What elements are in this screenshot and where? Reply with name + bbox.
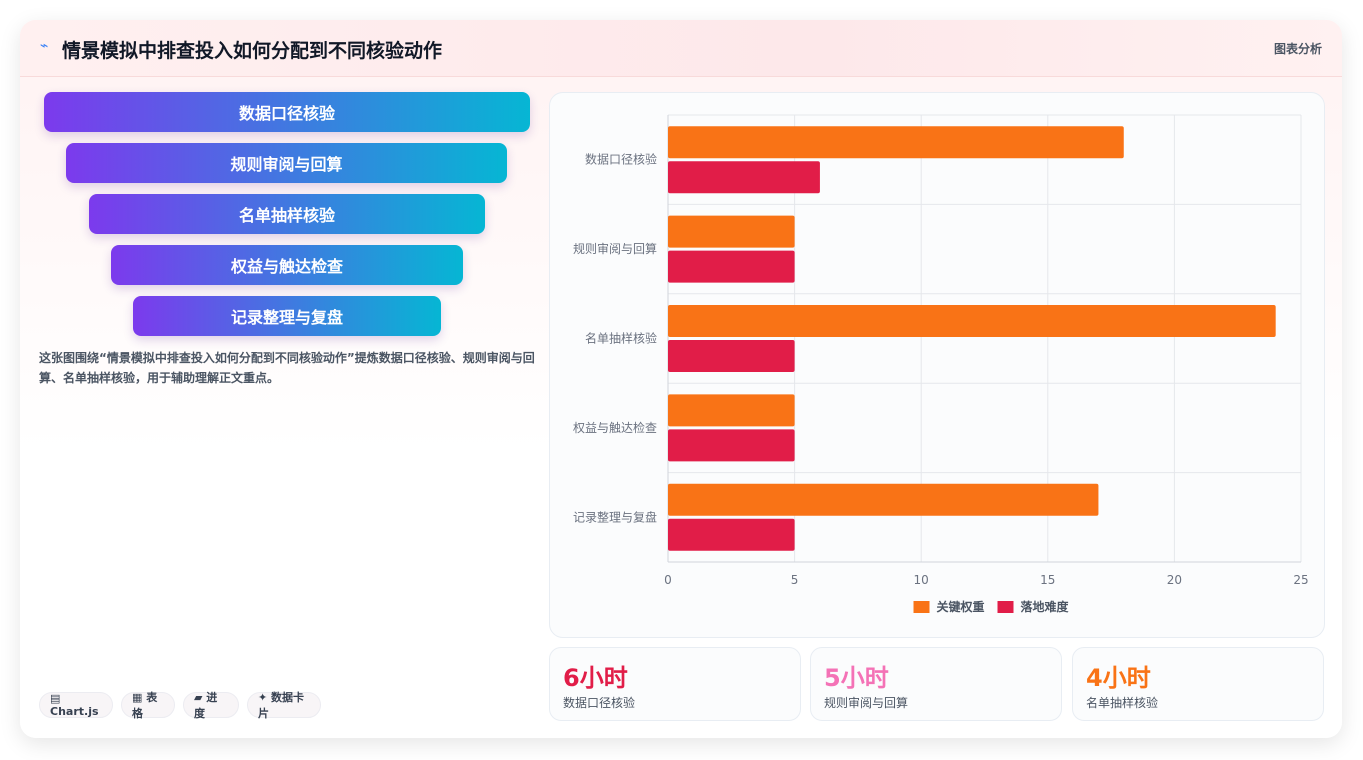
chip-chartjs[interactable]: ▤ Chart.js: [39, 692, 113, 718]
bar-0: [668, 483, 1099, 516]
bar-1: [668, 161, 820, 194]
chart-panel: 0 5 10 15 20 25 数据口径核验规则审阅与回算名单抽样核验权益与触达检查 记录整理…: [549, 92, 1325, 638]
chip-table[interactable]: ▦ 表格: [121, 691, 175, 720]
x-tick-label: 20: [1167, 573, 1182, 587]
bar-chart: 0 5 10 15 20 25 数据口径核验规则审阅与回算名单抽样核验权益与触达检查记录整理…: [573, 114, 1309, 614]
chart-description: 这张图围绕“情景模拟中排查投入如何分配到不同核验动作”提炼数据口径核验、规则审阅…: [39, 351, 535, 385]
stat-label: 名单抽样核验: [1086, 696, 1159, 710]
stat-card: 5小时 规则审阅与回算: [810, 647, 1062, 721]
stat-card: 6小时 数据口径核验: [549, 647, 801, 721]
stat-value: 5小时: [824, 664, 889, 692]
bar-0: [668, 394, 795, 427]
bar-0: [668, 215, 795, 248]
section-tag: 图表分析: [1273, 42, 1322, 56]
legend-swatch: [913, 601, 930, 613]
bar-1: [668, 429, 795, 462]
stat-label: 规则审阅与回算: [824, 696, 909, 710]
y-tick-label: 名单抽样核验: [585, 331, 657, 346]
page-title: 情景模拟中排查投入如何分配到不同核验动作: [62, 40, 443, 62]
chart-line-icon: ⌁: [40, 38, 49, 54]
funnel-item: 数据口径核验: [44, 92, 530, 132]
legend-label: 落地难度: [1021, 599, 1070, 614]
funnel-item: 名单抽样核验: [89, 194, 485, 234]
y-tick-label: 权益与触达检查: [573, 420, 657, 435]
bar-1: [668, 518, 795, 551]
bar-1: [668, 250, 795, 283]
stat-label: 数据口径核验: [563, 696, 636, 710]
bar-1: [668, 340, 795, 372]
funnel-item: 规则审阅与回算: [66, 143, 507, 183]
bar-0: [668, 305, 1276, 337]
chip-data-card[interactable]: ✦ 数据卡片: [247, 691, 321, 720]
x-tick-label: 0: [664, 573, 672, 587]
header: ⌁ 情景模拟中排查投入如何分配到不同核验动作 图表分析: [20, 20, 1342, 77]
stat-value: 6小时: [563, 664, 628, 692]
y-tick-label: 规则审阅与回算: [573, 241, 657, 256]
x-tick-label: 5: [791, 573, 799, 587]
funnel-item: 记录整理与复盘: [133, 296, 441, 336]
funnel-item: 权益与触达检查: [111, 245, 463, 285]
chip-progress[interactable]: ▰ 进度: [183, 691, 239, 720]
x-tick-label: 25: [1293, 573, 1308, 587]
legend-swatch: [997, 601, 1014, 613]
legend-label: 关键权重: [937, 599, 985, 614]
bar-0: [668, 126, 1124, 159]
y-tick-label: 记录整理与复盘: [573, 509, 657, 524]
stat-card: 4小时 名单抽样核验: [1072, 647, 1324, 721]
x-tick-label: 10: [914, 573, 929, 587]
stat-value: 4小时: [1086, 664, 1151, 692]
x-tick-label: 15: [1040, 573, 1055, 587]
y-tick-label: 数据口径核验: [585, 152, 657, 167]
dashboard-card: ⌁ 情景模拟中排查投入如何分配到不同核验动作 图表分析 数据口径核验 规则审阅与…: [20, 20, 1342, 738]
